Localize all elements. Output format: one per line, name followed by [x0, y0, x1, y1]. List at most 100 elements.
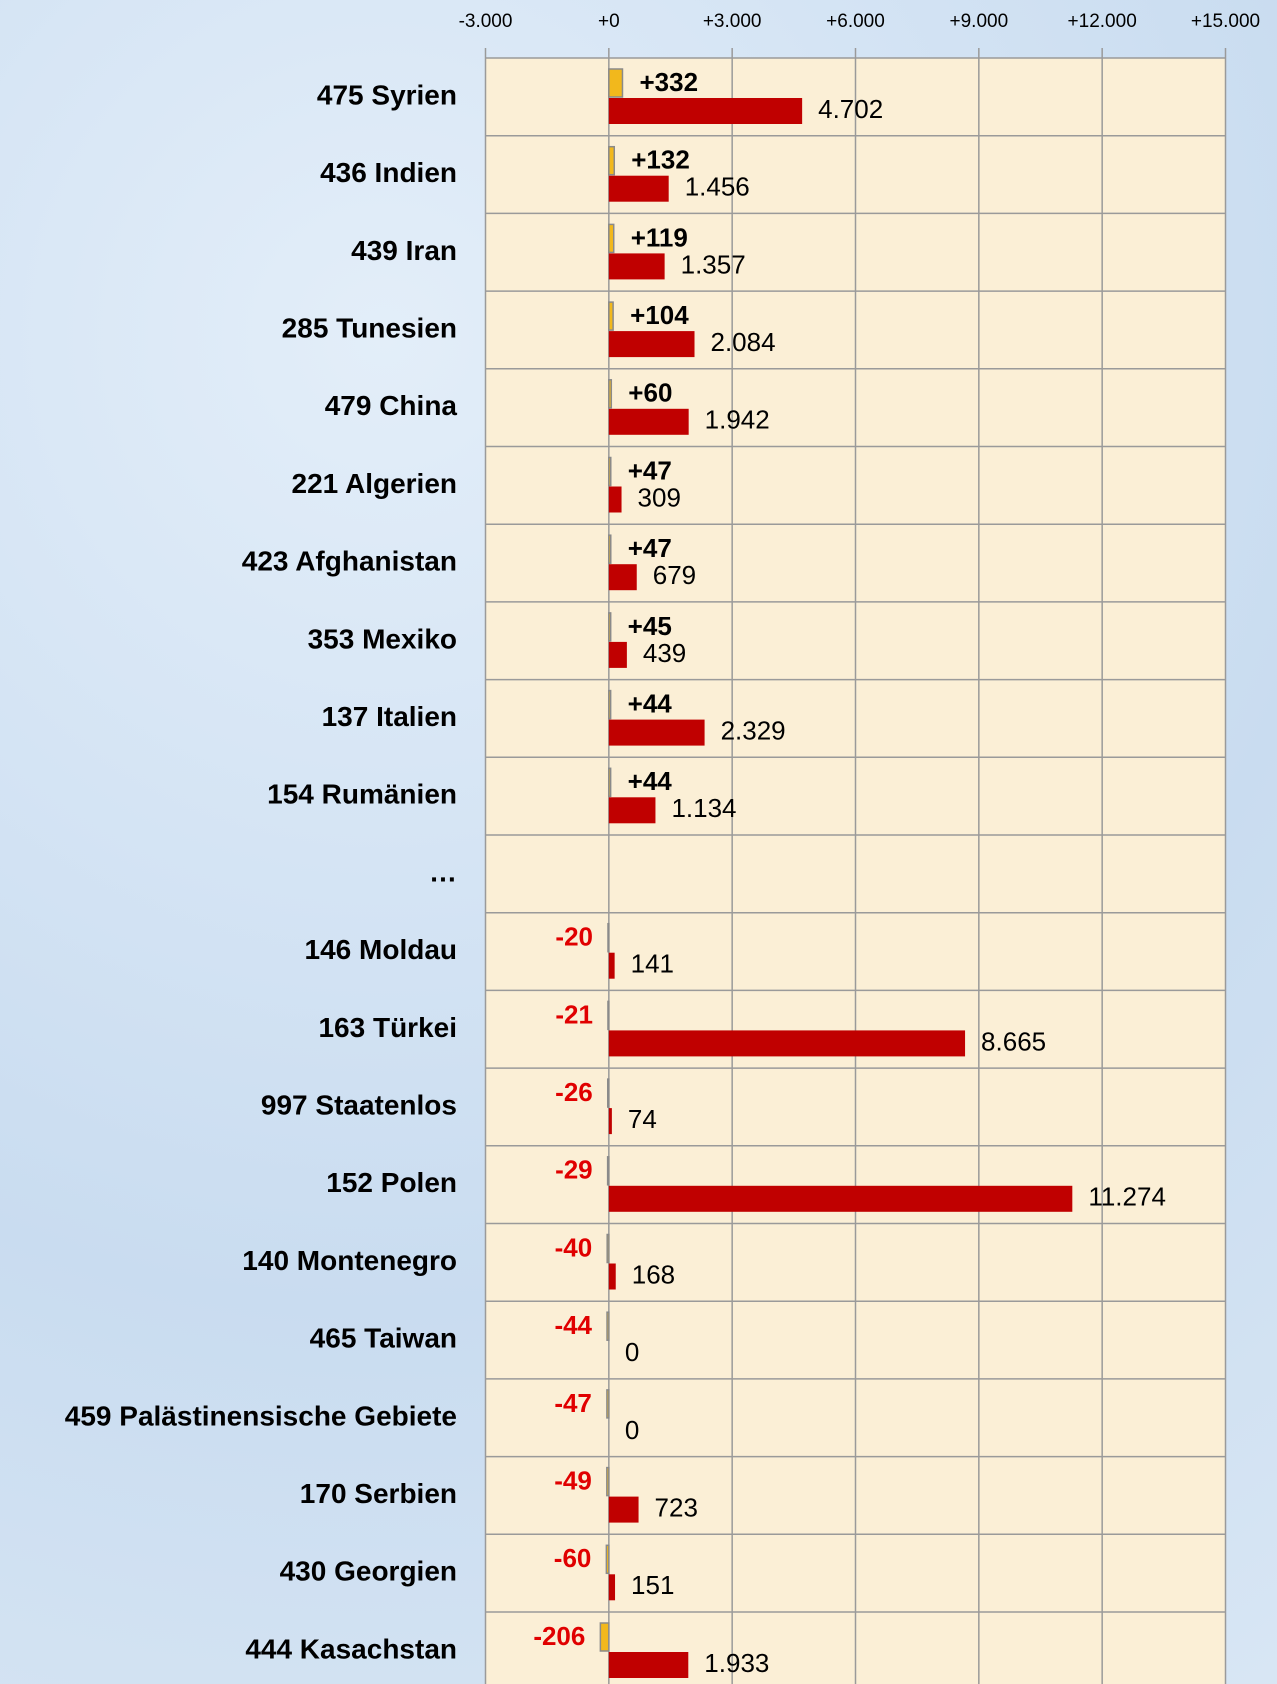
total-bar	[608, 175, 669, 202]
change-label: +60	[628, 378, 672, 408]
x-tick-label: +0	[598, 11, 620, 32]
total-label: 2.084	[711, 327, 776, 357]
category-label: 170 Serbien	[300, 1478, 457, 1509]
total-label: 439	[643, 638, 686, 668]
total-label: 8.665	[981, 1026, 1046, 1056]
change-label: -26	[555, 1077, 593, 1107]
category-label: 430 Georgien	[280, 1556, 457, 1587]
change-label: +47	[628, 455, 672, 485]
total-bar	[608, 486, 622, 513]
total-bar	[608, 1652, 689, 1678]
change-label: +44	[628, 766, 673, 796]
total-label: 74	[628, 1104, 657, 1134]
category-label: …	[429, 856, 457, 887]
category-label: 152 Polen	[326, 1167, 457, 1198]
total-bar	[608, 1574, 616, 1601]
total-label: 141	[631, 949, 674, 979]
change-label: +45	[628, 611, 672, 641]
total-label: 11.274	[1088, 1182, 1166, 1212]
category-label: 137 Italien	[322, 701, 457, 732]
change-bar	[608, 456, 612, 487]
change-bar	[606, 1311, 610, 1341]
change-bar	[607, 922, 610, 953]
change-bar	[608, 689, 612, 720]
category-label: 997 Staatenlos	[261, 1089, 457, 1120]
change-bar	[608, 301, 614, 331]
category-label: 475 Syrien	[317, 79, 457, 110]
total-bar	[608, 1263, 616, 1290]
category-label: 146 Moldau	[305, 934, 457, 965]
change-bar	[608, 379, 613, 409]
change-label: +332	[639, 67, 698, 97]
category-label: 353 Mexiko	[308, 623, 457, 654]
total-label: 0	[625, 1337, 639, 1367]
total-bar	[608, 1108, 612, 1135]
category-label: 459 Palästinensische Gebiete	[65, 1400, 457, 1431]
change-bar	[605, 1544, 610, 1575]
total-bar	[608, 719, 705, 746]
total-label: 1.357	[681, 249, 746, 279]
total-bar	[608, 1030, 966, 1057]
total-bar	[608, 253, 665, 280]
total-bar	[608, 797, 656, 824]
total-bar	[608, 564, 637, 591]
change-bar	[608, 223, 615, 254]
total-bar	[608, 641, 627, 668]
total-label: 1.456	[685, 172, 750, 202]
total-label: 1.942	[705, 405, 770, 435]
change-bar	[606, 1233, 610, 1264]
change-label: -49	[554, 1465, 592, 1495]
change-bar	[608, 612, 612, 642]
change-bar	[599, 1622, 610, 1652]
total-label: 4.702	[818, 94, 883, 124]
change-bar	[608, 534, 612, 564]
change-label: +132	[631, 145, 690, 175]
total-label: 309	[638, 482, 681, 512]
change-label: -29	[555, 1155, 593, 1185]
category-label: 444 Kasachstan	[245, 1633, 457, 1664]
change-label: +47	[628, 533, 672, 563]
total-label: 1.933	[704, 1648, 769, 1678]
x-tick-label: +6.000	[826, 11, 885, 32]
total-label: 1.134	[671, 793, 736, 823]
change-label: +104	[630, 300, 689, 330]
change-label: -21	[555, 999, 593, 1029]
change-label: -60	[554, 1543, 592, 1573]
category-label: 423 Afghanistan	[242, 546, 457, 577]
category-label: 140 Montenegro	[242, 1245, 457, 1276]
category-label: 479 China	[325, 390, 458, 421]
total-label: 723	[655, 1492, 698, 1522]
category-label: 221 Algerien	[292, 468, 457, 499]
category-label: 154 Rumänien	[267, 779, 457, 810]
change-label: +119	[631, 222, 688, 252]
x-tick-label: +15.000	[1191, 11, 1260, 32]
change-label: -40	[555, 1232, 593, 1262]
change-bar	[606, 1156, 610, 1186]
total-bar	[608, 952, 615, 979]
category-label: 163 Türkei	[318, 1012, 457, 1043]
x-tick-label: +12.000	[1068, 11, 1137, 32]
total-bar	[608, 1185, 1073, 1212]
category-label: 465 Taiwan	[310, 1323, 457, 1354]
total-label: 151	[631, 1570, 674, 1600]
change-bar	[608, 145, 616, 176]
total-bar	[608, 1496, 639, 1523]
change-label: -20	[555, 922, 593, 952]
total-label: 2.329	[721, 715, 786, 745]
change-bar	[607, 1078, 610, 1108]
change-bar	[607, 1000, 610, 1031]
change-label: -44	[554, 1310, 592, 1340]
x-tick-label: +9.000	[950, 11, 1009, 32]
x-tick-label: -3.000	[459, 11, 513, 32]
change-bar	[606, 1466, 610, 1497]
change-label: -47	[554, 1388, 592, 1418]
total-label: 168	[632, 1259, 675, 1289]
total-label: 679	[653, 560, 696, 590]
category-label: 439 Iran	[351, 235, 457, 266]
total-bar	[608, 408, 689, 435]
total-bar	[608, 98, 803, 124]
x-tick-label: +3.000	[703, 11, 762, 32]
category-label: 436 Indien	[320, 157, 457, 188]
